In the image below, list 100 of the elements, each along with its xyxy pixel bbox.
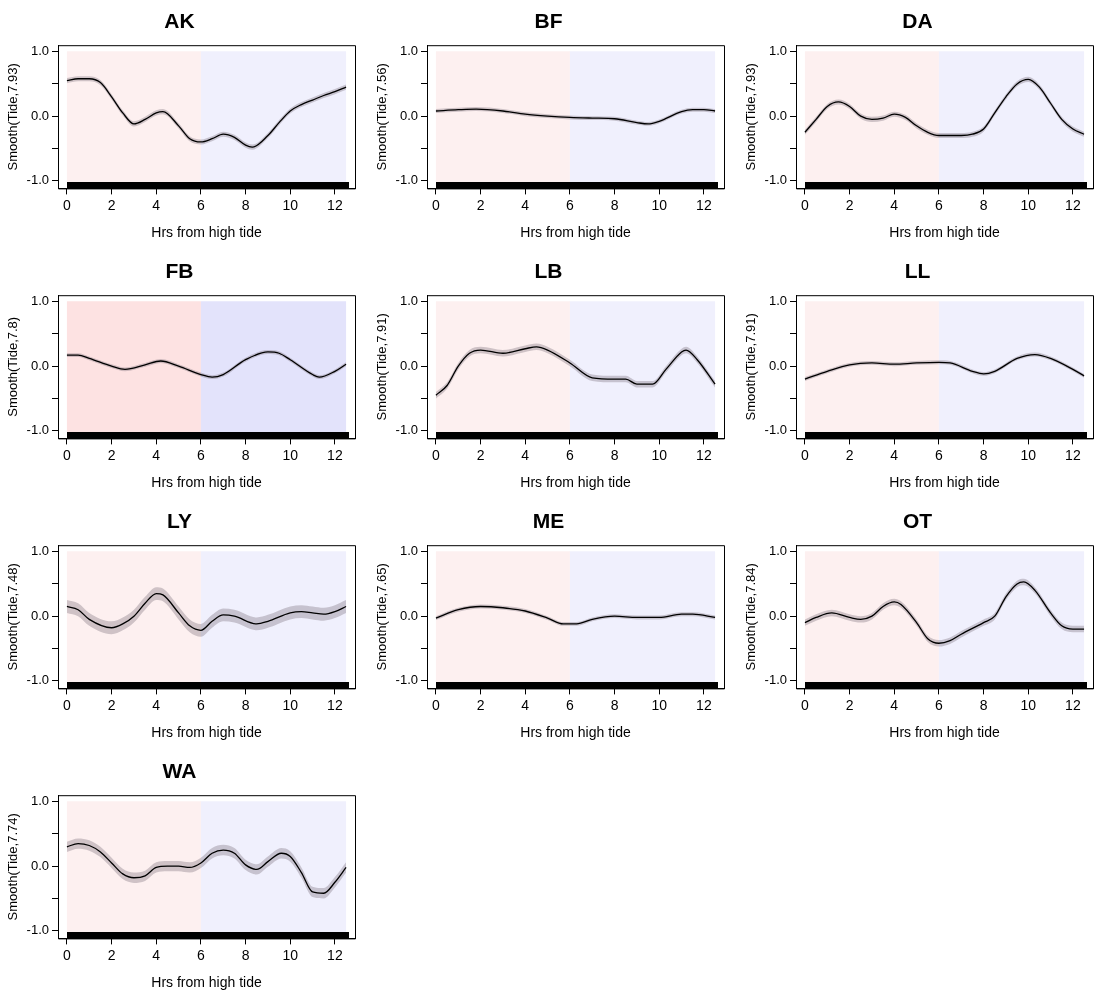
x-tick-label: 8 (979, 196, 988, 213)
x-axis-title: Hrs from high tide (151, 474, 262, 491)
x-tick-label: 10 (282, 446, 299, 463)
x-axis-title: Hrs from high tide (151, 974, 262, 991)
y-tick-label: 1.0 (768, 43, 787, 59)
x-tick-label: 2 (107, 696, 116, 713)
x-tick-label: 12 (327, 446, 343, 463)
x-tick-label: 8 (241, 446, 250, 463)
x-axis-title: Hrs from high tide (520, 724, 631, 741)
x-tick-label: 6 (566, 196, 575, 213)
x-tick-label: 10 (1020, 696, 1037, 713)
x-tick-label: 2 (476, 696, 485, 713)
chart-title: LB (534, 259, 563, 283)
x-tick-label: 10 (651, 446, 668, 463)
y-tick-label: 0.0 (399, 107, 418, 123)
x-tick-label: 10 (282, 196, 299, 213)
x-axis-title: Hrs from high tide (889, 724, 1000, 741)
y-tick-label: 1.0 (30, 43, 49, 59)
x-tick-label: 6 (197, 946, 206, 963)
x-tick-label: 12 (1065, 196, 1081, 213)
x-tick-label: 8 (241, 946, 250, 963)
y-tick-label: 1.0 (30, 793, 49, 809)
x-tick-label: 0 (63, 196, 72, 213)
y-tick-label: 0.0 (30, 107, 49, 123)
y-tick-label: 1.0 (30, 543, 49, 559)
x-tick-label: 2 (845, 196, 854, 213)
x-tick-label: 10 (651, 196, 668, 213)
x-tick-label: 12 (696, 446, 712, 463)
y-tick-label: -1.0 (26, 422, 49, 438)
y-axis-title: Smooth(Tide,7.48) (5, 563, 21, 671)
x-tick-label: 10 (1020, 446, 1037, 463)
x-axis-title: Hrs from high tide (151, 224, 262, 241)
chart-title: WA (162, 759, 197, 783)
y-tick-label: 1.0 (399, 43, 418, 59)
x-tick-label: 0 (63, 696, 72, 713)
x-tick-label: 2 (845, 446, 854, 463)
x-tick-label: 6 (935, 696, 944, 713)
y-tick-label: 1.0 (768, 293, 787, 309)
chart-title: DA (902, 9, 933, 33)
x-axis-title: Hrs from high tide (151, 724, 262, 741)
chart-title: FB (165, 259, 194, 283)
x-tick-label: 4 (890, 696, 899, 713)
x-tick-label: 8 (610, 696, 619, 713)
x-tick-label: 0 (432, 446, 441, 463)
x-tick-label: 6 (935, 446, 944, 463)
x-tick-label: 6 (197, 196, 206, 213)
y-tick-label: -1.0 (395, 422, 418, 438)
x-tick-label: 6 (566, 696, 575, 713)
y-tick-label: 0.0 (30, 607, 49, 623)
x-tick-label: 2 (107, 946, 116, 963)
x-tick-label: 0 (801, 446, 810, 463)
x-tick-label: 8 (610, 446, 619, 463)
y-tick-label: 1.0 (30, 293, 49, 309)
y-axis-title: Smooth(Tide,7.8) (5, 316, 21, 417)
x-tick-label: 0 (432, 196, 441, 213)
x-tick-label: 2 (476, 446, 485, 463)
chart-title: LY (167, 509, 192, 533)
x-tick-label: 0 (63, 946, 72, 963)
x-tick-label: 4 (152, 696, 161, 713)
x-tick-label: 4 (521, 696, 530, 713)
y-tick-label: -1.0 (26, 172, 49, 188)
y-tick-label: 0.0 (768, 607, 787, 623)
x-tick-label: 8 (979, 446, 988, 463)
x-tick-label: 12 (1065, 446, 1081, 463)
y-axis-title: Smooth(Tide,7.84) (743, 563, 759, 671)
x-tick-label: 0 (801, 196, 810, 213)
x-tick-label: 0 (432, 696, 441, 713)
x-tick-label: 4 (521, 446, 530, 463)
y-tick-label: 1.0 (399, 543, 418, 559)
y-axis-title: Smooth(Tide,7.91) (374, 313, 390, 421)
x-tick-label: 8 (241, 196, 250, 213)
line-series (66, 592, 347, 631)
x-tick-label: 12 (696, 196, 712, 213)
y-tick-label: -1.0 (26, 672, 49, 688)
x-tick-label: 8 (610, 196, 619, 213)
x-tick-label: 0 (63, 446, 72, 463)
x-tick-label: 4 (152, 446, 161, 463)
x-axis-title: Hrs from high tide (520, 224, 631, 241)
y-tick-label: 0.0 (30, 357, 49, 373)
y-tick-label: 1.0 (399, 293, 418, 309)
chart-title: BF (534, 9, 563, 33)
y-tick-label: -1.0 (26, 922, 49, 938)
x-tick-label: 12 (1065, 696, 1081, 713)
x-tick-label: 2 (107, 446, 116, 463)
x-tick-label: 10 (1020, 196, 1037, 213)
x-tick-label: 8 (241, 696, 250, 713)
x-tick-label: 4 (152, 946, 161, 963)
y-axis-title: Smooth(Tide,7.91) (743, 313, 759, 421)
y-axis-title: Smooth(Tide,7.74) (5, 813, 21, 921)
x-tick-label: 6 (566, 446, 575, 463)
chart-title: ME (532, 509, 565, 533)
y-tick-label: 0.0 (768, 107, 787, 123)
x-tick-label: 10 (282, 696, 299, 713)
y-axis-title: Smooth(Tide,7.56) (374, 63, 390, 171)
x-tick-label: 4 (152, 196, 161, 213)
y-tick-label: -1.0 (395, 672, 418, 688)
x-tick-label: 4 (890, 446, 899, 463)
x-axis-title: Hrs from high tide (889, 474, 1000, 491)
y-tick-label: 1.0 (768, 543, 787, 559)
y-tick-label: 0.0 (399, 357, 418, 373)
